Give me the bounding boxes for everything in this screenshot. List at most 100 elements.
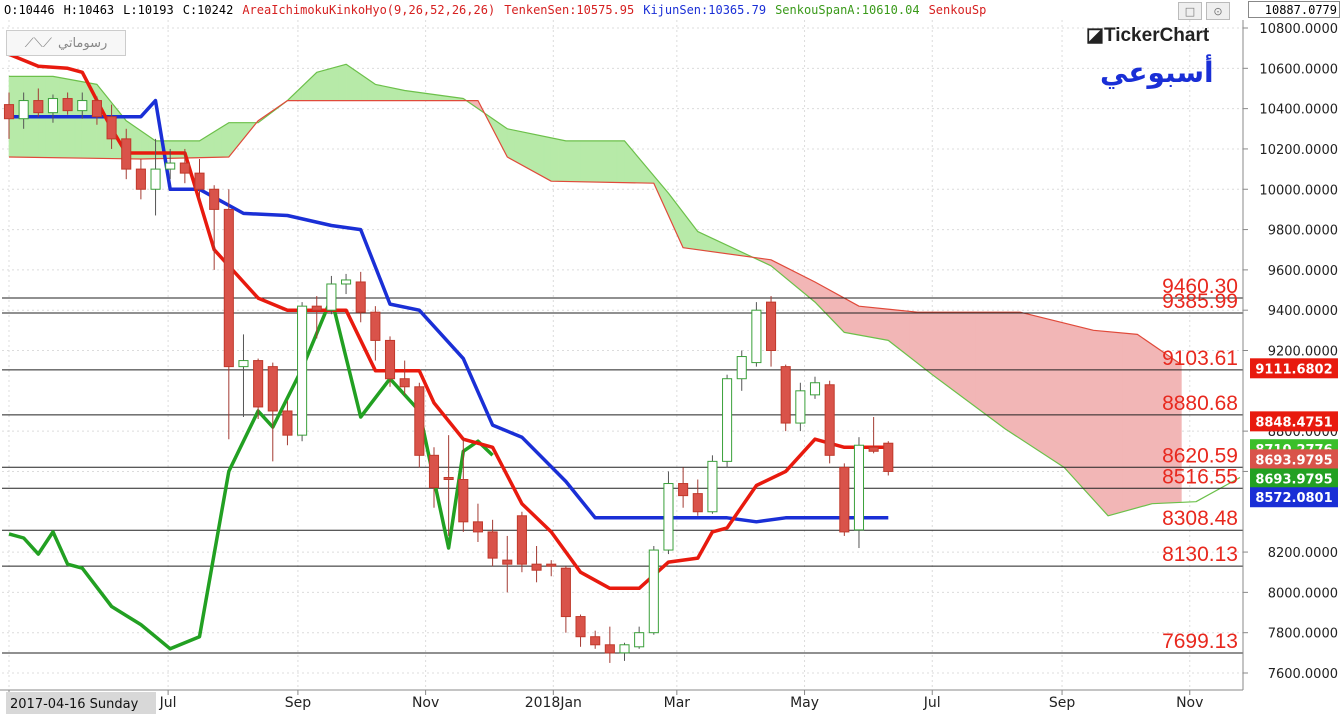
cloud-segment bbox=[844, 297, 852, 335]
horizontal-levels bbox=[2, 297, 1243, 654]
tickerchart-logo: ◪TickerChart bbox=[1086, 25, 1210, 46]
cloud-segment bbox=[895, 309, 904, 353]
candle-body bbox=[106, 116, 117, 140]
candle-body bbox=[135, 168, 146, 190]
price-tags: 9111.68028848.47518710.27768693.97958693… bbox=[1250, 358, 1338, 508]
cloud-segment bbox=[1122, 332, 1131, 513]
kijun-sen-line bbox=[9, 98, 889, 524]
senkou-span-a-line bbox=[9, 63, 1241, 517]
level-label: 7699.13 bbox=[1162, 630, 1238, 653]
candle-body bbox=[3, 104, 15, 120]
cloud-segment bbox=[565, 140, 574, 182]
candle-body bbox=[282, 410, 293, 436]
cloud-segment bbox=[558, 138, 567, 182]
candle-body bbox=[502, 559, 513, 565]
cloud-segment bbox=[866, 306, 874, 339]
cloud-segment bbox=[96, 83, 105, 159]
level-label: 8516.55 bbox=[1162, 465, 1238, 488]
settings-button[interactable]: ⊙ bbox=[1206, 2, 1230, 20]
cloud-segment bbox=[975, 311, 984, 414]
x-tick-label: Nov bbox=[412, 695, 439, 711]
cloud-segment bbox=[543, 135, 552, 182]
cloud-segment bbox=[602, 140, 611, 183]
cloud-segment bbox=[345, 63, 354, 101]
candle-body bbox=[663, 483, 674, 551]
ohlc-item: SenkouSpanA:10610.04 bbox=[775, 3, 920, 17]
y-tick-label: 8200.0000 bbox=[1268, 546, 1338, 561]
candle-body bbox=[297, 305, 308, 436]
candle-body bbox=[384, 339, 396, 380]
cloud-segment bbox=[81, 81, 90, 159]
cloud-segment bbox=[924, 311, 933, 376]
y-tick-label: 9600.0000 bbox=[1268, 264, 1338, 279]
cloud-segment bbox=[1144, 338, 1153, 507]
candle-body bbox=[648, 549, 659, 634]
cloud-segment bbox=[1071, 324, 1080, 485]
candle-body bbox=[326, 283, 337, 311]
cloud-segment bbox=[902, 310, 911, 359]
cloud-segment bbox=[521, 131, 530, 170]
candle-body bbox=[62, 98, 73, 112]
cloud-segment bbox=[1063, 322, 1072, 477]
cloud-segment bbox=[572, 140, 581, 183]
chikou-span-line bbox=[8, 296, 494, 651]
cloud-segment bbox=[316, 69, 325, 101]
maximize-button[interactable]: □ bbox=[1178, 2, 1202, 20]
ohlc-item: O:10446 bbox=[4, 3, 55, 17]
cloud-segment bbox=[953, 311, 962, 398]
candle-body bbox=[546, 563, 557, 567]
price-tag bbox=[1250, 468, 1338, 489]
x-tick-label: 2018Jan bbox=[525, 695, 582, 711]
level-label: 9103.61 bbox=[1162, 347, 1238, 370]
cloud-segment bbox=[1027, 313, 1036, 449]
cloud-segment bbox=[873, 307, 882, 340]
candle-body bbox=[766, 301, 777, 351]
cloud-segment bbox=[514, 129, 523, 166]
level-label: 8620.59 bbox=[1162, 444, 1238, 467]
y-tick-label: 7800.0000 bbox=[1268, 627, 1338, 642]
candle-body bbox=[883, 442, 894, 472]
candle-body bbox=[77, 100, 88, 112]
cloud-segment bbox=[1056, 320, 1065, 468]
x-tick-label: Sep bbox=[1049, 695, 1076, 711]
candle-body bbox=[839, 466, 850, 533]
candle-body bbox=[692, 493, 703, 513]
price-tag-label: 8572.0801 bbox=[1255, 491, 1332, 506]
candle-body bbox=[795, 390, 806, 424]
cloud-segment bbox=[74, 80, 83, 159]
candle-body bbox=[223, 208, 234, 368]
x-tick-label: 2017-04-16 Sunday bbox=[10, 697, 139, 712]
ohlc-item: L:10193 bbox=[123, 3, 174, 17]
trend-line-icon: ⟋⟍⟋ bbox=[24, 35, 53, 51]
y-tick-label: 10800.0000 bbox=[1259, 22, 1338, 37]
candle-body bbox=[428, 454, 440, 489]
candle-body bbox=[590, 636, 601, 646]
cloud-segment bbox=[67, 78, 76, 159]
candle-body bbox=[311, 305, 322, 311]
window-controls: □ ⊙ bbox=[1178, 2, 1230, 20]
current-date-background bbox=[6, 692, 156, 714]
cloud-segment bbox=[1034, 315, 1043, 454]
ohlc-info-bar: O:10446 H:10463 L:10193 C:10242 AreaIchimoku… bbox=[0, 0, 1244, 20]
cloud-segment bbox=[939, 311, 948, 387]
cloud-segment bbox=[990, 311, 999, 425]
cloud-segment bbox=[594, 140, 603, 183]
candle-body bbox=[707, 460, 718, 513]
level-label: 8880.68 bbox=[1162, 392, 1238, 415]
candle-body bbox=[253, 360, 264, 408]
candle-body bbox=[370, 311, 381, 341]
price-tag bbox=[1250, 358, 1338, 379]
candle-body bbox=[179, 162, 190, 174]
price-tag bbox=[1250, 449, 1338, 470]
cloud-segment bbox=[851, 301, 860, 336]
cloud-segment bbox=[1005, 311, 1014, 435]
cloud-segment bbox=[858, 305, 867, 337]
cloud-segment bbox=[294, 85, 303, 101]
my-drawings-button[interactable]: ⟋⟍⟋ رسوماتي bbox=[6, 30, 126, 56]
cloud-segment bbox=[506, 128, 515, 162]
cloud-segment bbox=[323, 67, 332, 101]
candle-body bbox=[443, 476, 454, 480]
cloud-segment bbox=[616, 140, 625, 183]
price-tag-label: 8693.9795 bbox=[1255, 472, 1332, 487]
